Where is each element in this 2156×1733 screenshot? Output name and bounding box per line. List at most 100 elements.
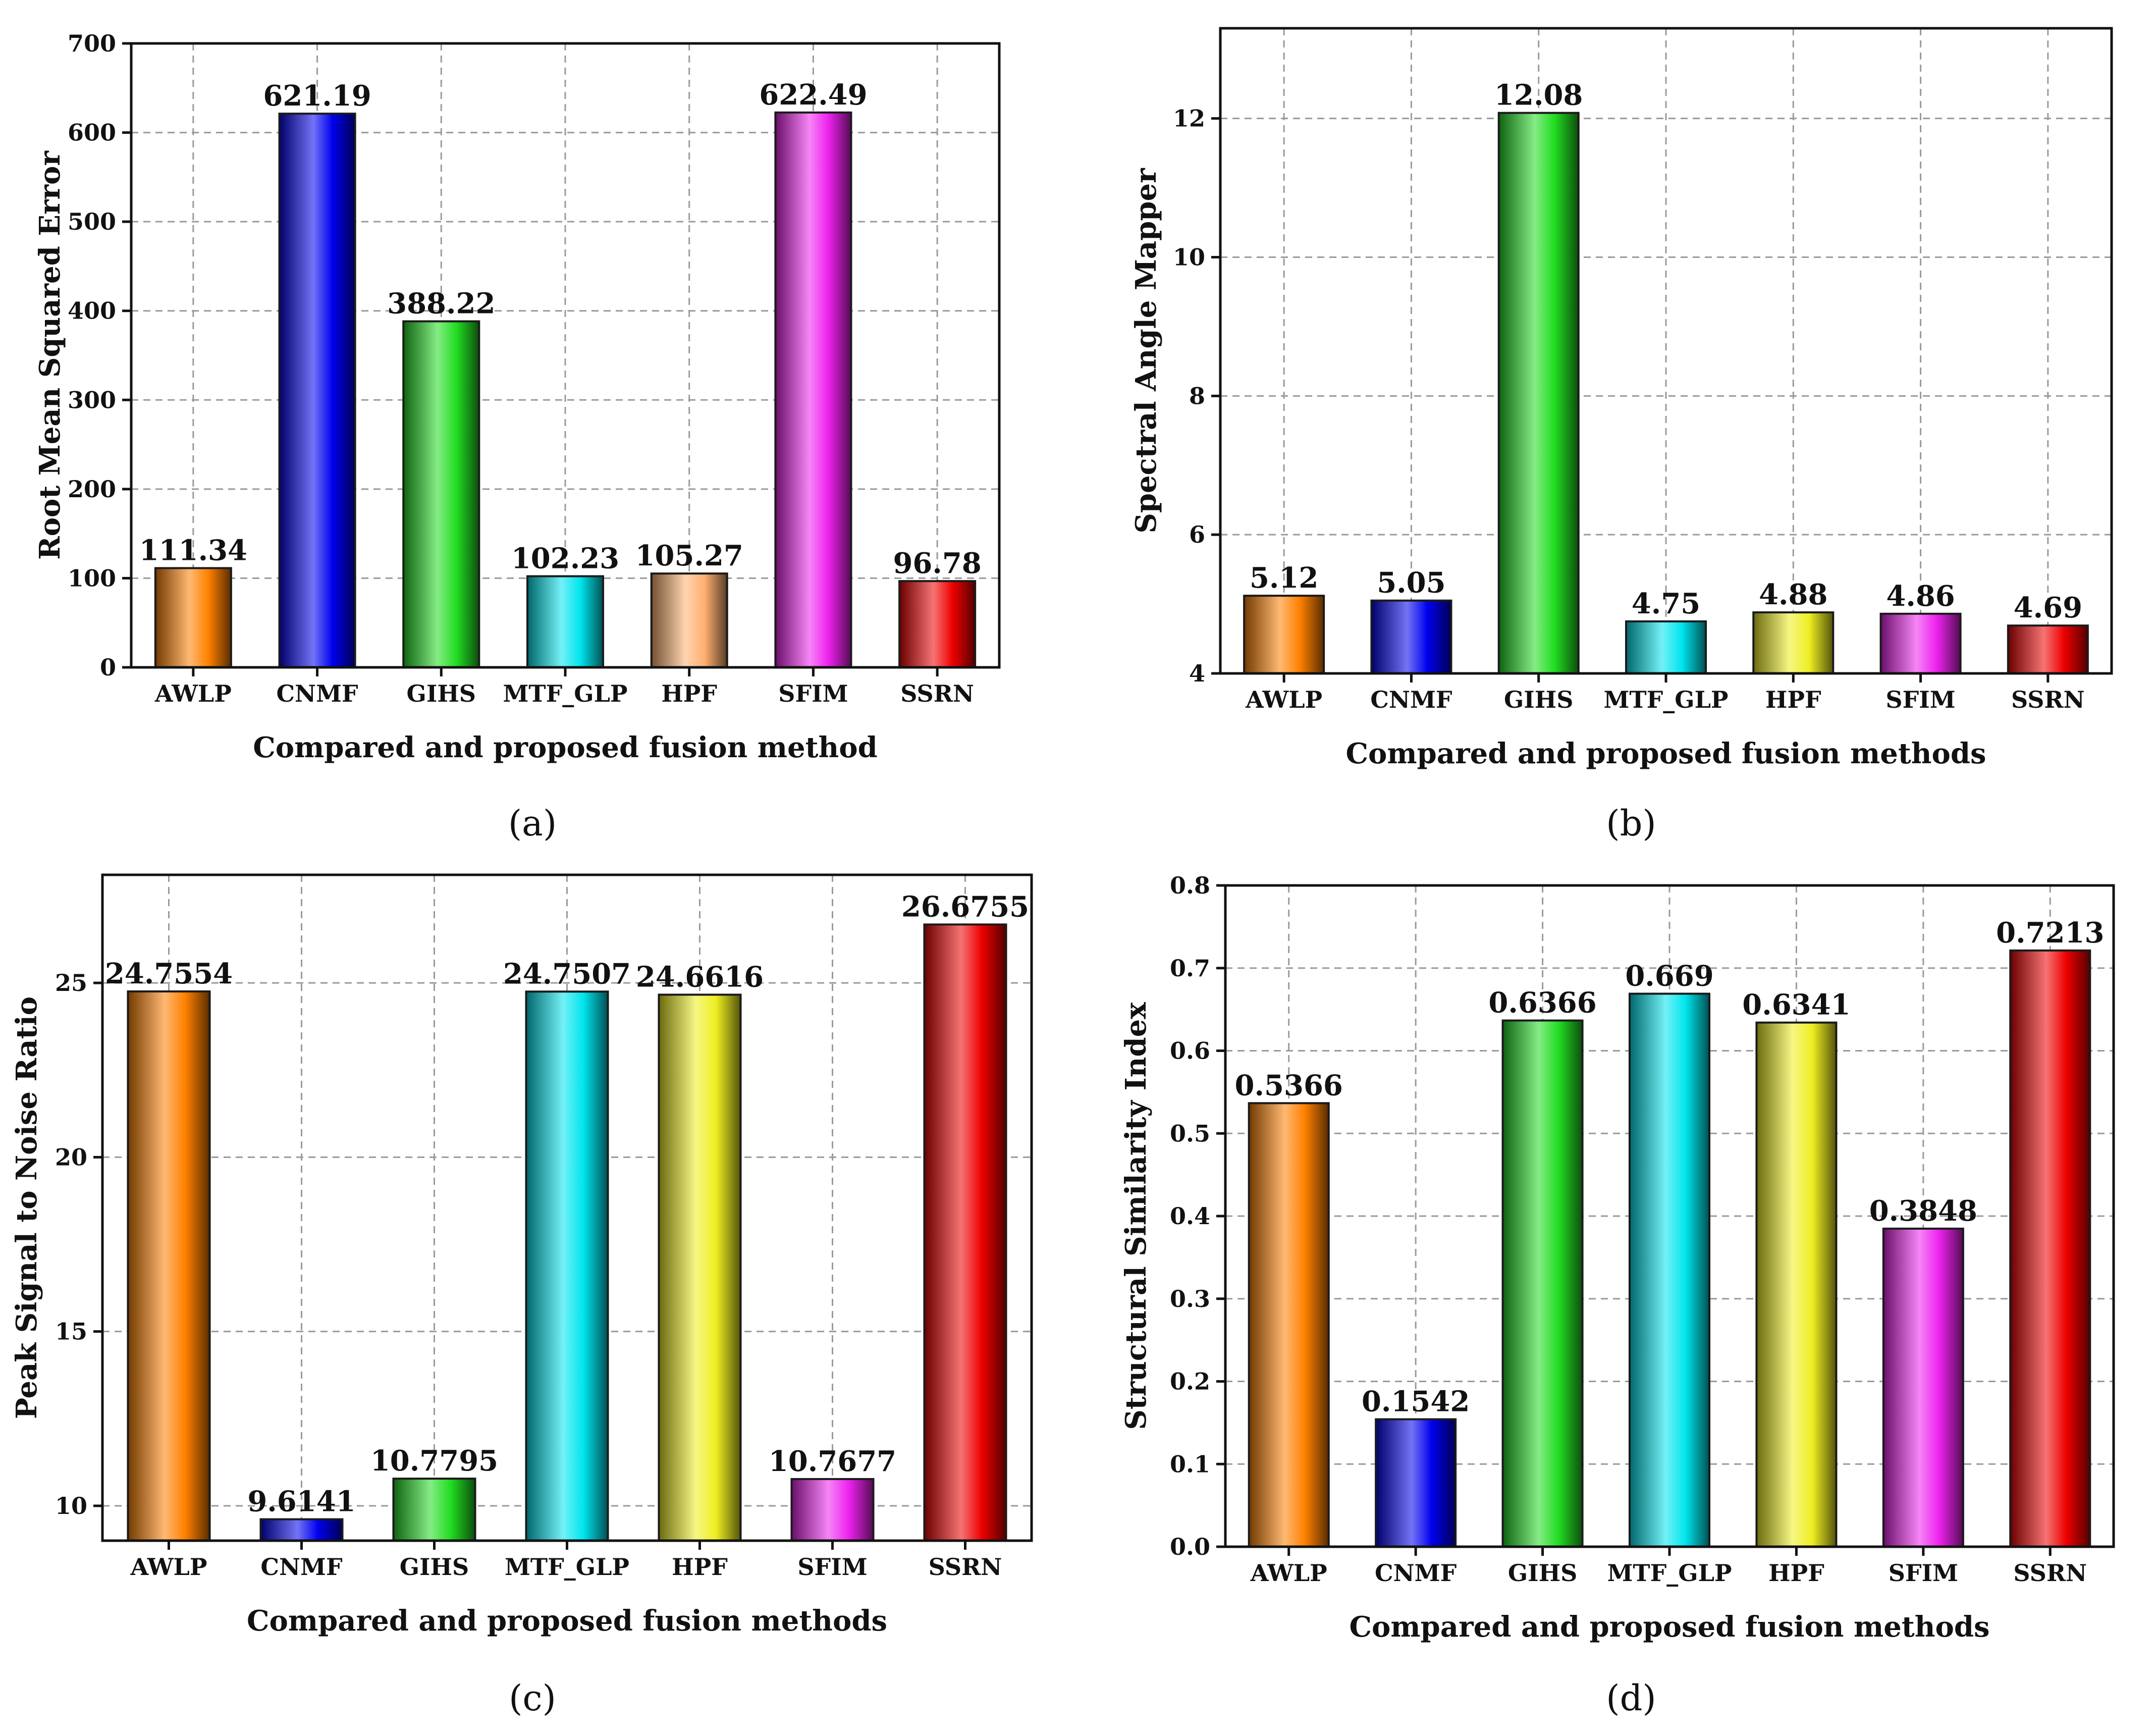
bar-cnmf xyxy=(1370,599,1452,675)
data-label: 102.23 xyxy=(511,542,619,575)
data-label: 111.34 xyxy=(139,534,247,567)
data-label: 0.5366 xyxy=(1235,1069,1343,1102)
bar-cnmf xyxy=(259,1518,344,1542)
data-label: 24.6616 xyxy=(636,960,764,993)
x-tick-label: MTF_GLP xyxy=(1607,1559,1732,1587)
data-label: 622.49 xyxy=(759,78,867,112)
grid xyxy=(1220,28,2112,673)
data-label: 10.7677 xyxy=(769,1445,896,1478)
panel-d-chart: 0.5366 0.1542 0.6366 0.669 0.6341 0.3848 0.721… xyxy=(1119,872,2115,1719)
y-tick-label: 400 xyxy=(68,297,116,325)
data-label: 4.88 xyxy=(1759,578,1827,611)
y-tick-label: 20 xyxy=(55,1143,87,1171)
y-tick-label: 200 xyxy=(68,476,116,503)
y-tick-label: 0.6 xyxy=(1170,1037,1210,1065)
bar-mtf-glp xyxy=(1625,620,1707,674)
bar-awlp xyxy=(127,990,211,1542)
y-tick-label: 0.7 xyxy=(1170,955,1210,982)
y-tick-label: 25 xyxy=(55,969,87,996)
bar-ssrn xyxy=(2009,949,2091,1548)
bar-gihs xyxy=(402,320,480,668)
x-tick-label: SSRN xyxy=(929,1553,1002,1581)
x-tick-label: HPF xyxy=(661,680,717,707)
data-label: 4.86 xyxy=(1886,580,1955,613)
data-label: 24.7507 xyxy=(503,957,631,990)
data-label: 10.7795 xyxy=(370,1444,498,1478)
bar-hpf xyxy=(658,993,742,1542)
bar-awlp xyxy=(154,567,232,669)
y-tick-label: 0.3 xyxy=(1170,1285,1210,1312)
x-tick-label: SFIM xyxy=(1885,686,1955,713)
x-tick-label: GIHS xyxy=(400,1553,469,1581)
data-label: 96.78 xyxy=(893,547,981,580)
data-label: 0.7213 xyxy=(1996,916,2104,950)
y-tick-label: 0.5 xyxy=(1170,1120,1210,1147)
panel-label: (c) xyxy=(509,1677,556,1719)
data-label: 9.6141 xyxy=(247,1485,355,1518)
x-tick-label: AWLP xyxy=(154,680,232,707)
x-tick-label: HPF xyxy=(1768,1559,1824,1587)
y-tick-label: 6 xyxy=(1189,521,1205,548)
x-tick-label: MTF_GLP xyxy=(1603,686,1728,713)
y-tick-label: 0.2 xyxy=(1170,1368,1210,1395)
x-axis-label: Compared and proposed fusion methods xyxy=(1349,1610,1989,1644)
data-label: 4.75 xyxy=(1632,587,1700,620)
x-tick-label: SFIM xyxy=(797,1553,867,1581)
y-tick-label: 4 xyxy=(1189,660,1205,687)
bar-awlp xyxy=(1248,1102,1330,1548)
x-tick-label: SFIM xyxy=(1889,1559,1958,1587)
data-label: 0.3848 xyxy=(1869,1194,1977,1228)
bar-sfim xyxy=(774,111,852,669)
x-tick-label: AWLP xyxy=(1245,686,1322,713)
y-tick-label: 8 xyxy=(1189,382,1205,409)
bar-gihs xyxy=(1501,1019,1584,1548)
bar-hpf xyxy=(650,572,728,669)
panel-b-chart: 5.12 5.05 12.08 4.75 4.88 4.86 4.69 4 6 8 10 12 AWLP… xyxy=(1129,27,2113,844)
y-tick-label: 0 xyxy=(100,654,116,681)
bar-ssrn xyxy=(2007,624,2089,675)
data-label: 12.08 xyxy=(1494,79,1583,112)
data-label: 0.6341 xyxy=(1742,988,1850,1022)
x-tick-label: MTF_GLP xyxy=(505,1553,629,1581)
x-axis-label: Compared and proposed fusion methods xyxy=(247,1604,887,1638)
x-tick-label: SSRN xyxy=(900,680,974,707)
y-axis-label: Structural Similarity Index xyxy=(1119,1002,1153,1430)
y-axis-label: Root Mean Squared Error xyxy=(33,150,67,560)
x-tick-label: SFIM xyxy=(778,680,848,707)
x-tick-label: AWLP xyxy=(1250,1559,1327,1587)
x-tick-label: CNMF xyxy=(1375,1559,1457,1587)
x-axis-label: Compared and proposed fusion methods xyxy=(1345,737,1986,770)
bar-cnmf xyxy=(278,113,356,669)
bar-hpf xyxy=(1752,611,1835,674)
data-label: 105.27 xyxy=(635,539,743,572)
bar-sfim xyxy=(1879,612,1962,674)
panel-label: (b) xyxy=(1606,803,1656,844)
bar-ssrn xyxy=(923,923,1007,1542)
x-tick-label: AWLP xyxy=(130,1553,207,1581)
bar-cnmf xyxy=(1375,1418,1457,1548)
bar-mtf-glp xyxy=(1629,992,1710,1548)
data-label: 0.669 xyxy=(1625,960,1713,993)
data-label: 5.12 xyxy=(1250,561,1318,595)
bar-mtf-glp xyxy=(525,990,609,1542)
x-tick-label: CNMF xyxy=(1370,686,1452,713)
panel-label: (a) xyxy=(508,803,557,844)
y-tick-label: 0.0 xyxy=(1170,1533,1210,1560)
y-axis-label: Peak Signal to Noise Ratio xyxy=(10,996,43,1419)
x-tick-label: CNMF xyxy=(260,1553,343,1581)
x-tick-label: SSRN xyxy=(2011,686,2085,713)
bar-ssrn xyxy=(898,580,977,668)
y-tick-label: 0.8 xyxy=(1170,872,1210,899)
bar-awlp xyxy=(1243,595,1325,675)
y-axis-label: Spectral Angle Mapper xyxy=(1129,168,1163,534)
y-tick-label: 300 xyxy=(68,386,116,413)
y-tick-label: 100 xyxy=(68,564,116,592)
panel-c-chart: 24.7554 9.6141 10.7795 24.7507 24.6616 10.767… xyxy=(10,873,1033,1719)
bar-sfim xyxy=(1882,1227,1964,1548)
data-label: 0.1542 xyxy=(1362,1385,1470,1418)
x-tick-label: SSRN xyxy=(2013,1559,2087,1587)
x-tick-label: GIHS xyxy=(407,680,476,707)
y-tick-label: 700 xyxy=(68,30,116,57)
bar-mtf-glp xyxy=(526,575,604,669)
y-tick-label: 0.4 xyxy=(1170,1202,1210,1230)
